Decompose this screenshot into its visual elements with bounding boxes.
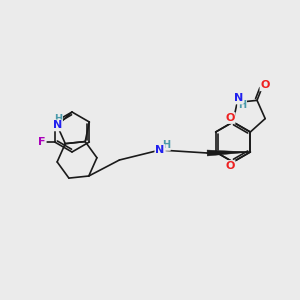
Text: F: F (38, 137, 45, 147)
Text: H: H (238, 100, 246, 110)
Polygon shape (207, 150, 250, 156)
Text: O: O (260, 80, 270, 90)
Text: N: N (52, 120, 62, 130)
Text: N: N (155, 145, 165, 155)
Text: H: H (54, 114, 62, 124)
Text: O: O (225, 161, 235, 171)
Text: H: H (162, 140, 170, 150)
Text: O: O (225, 113, 235, 123)
Text: N: N (233, 93, 243, 103)
